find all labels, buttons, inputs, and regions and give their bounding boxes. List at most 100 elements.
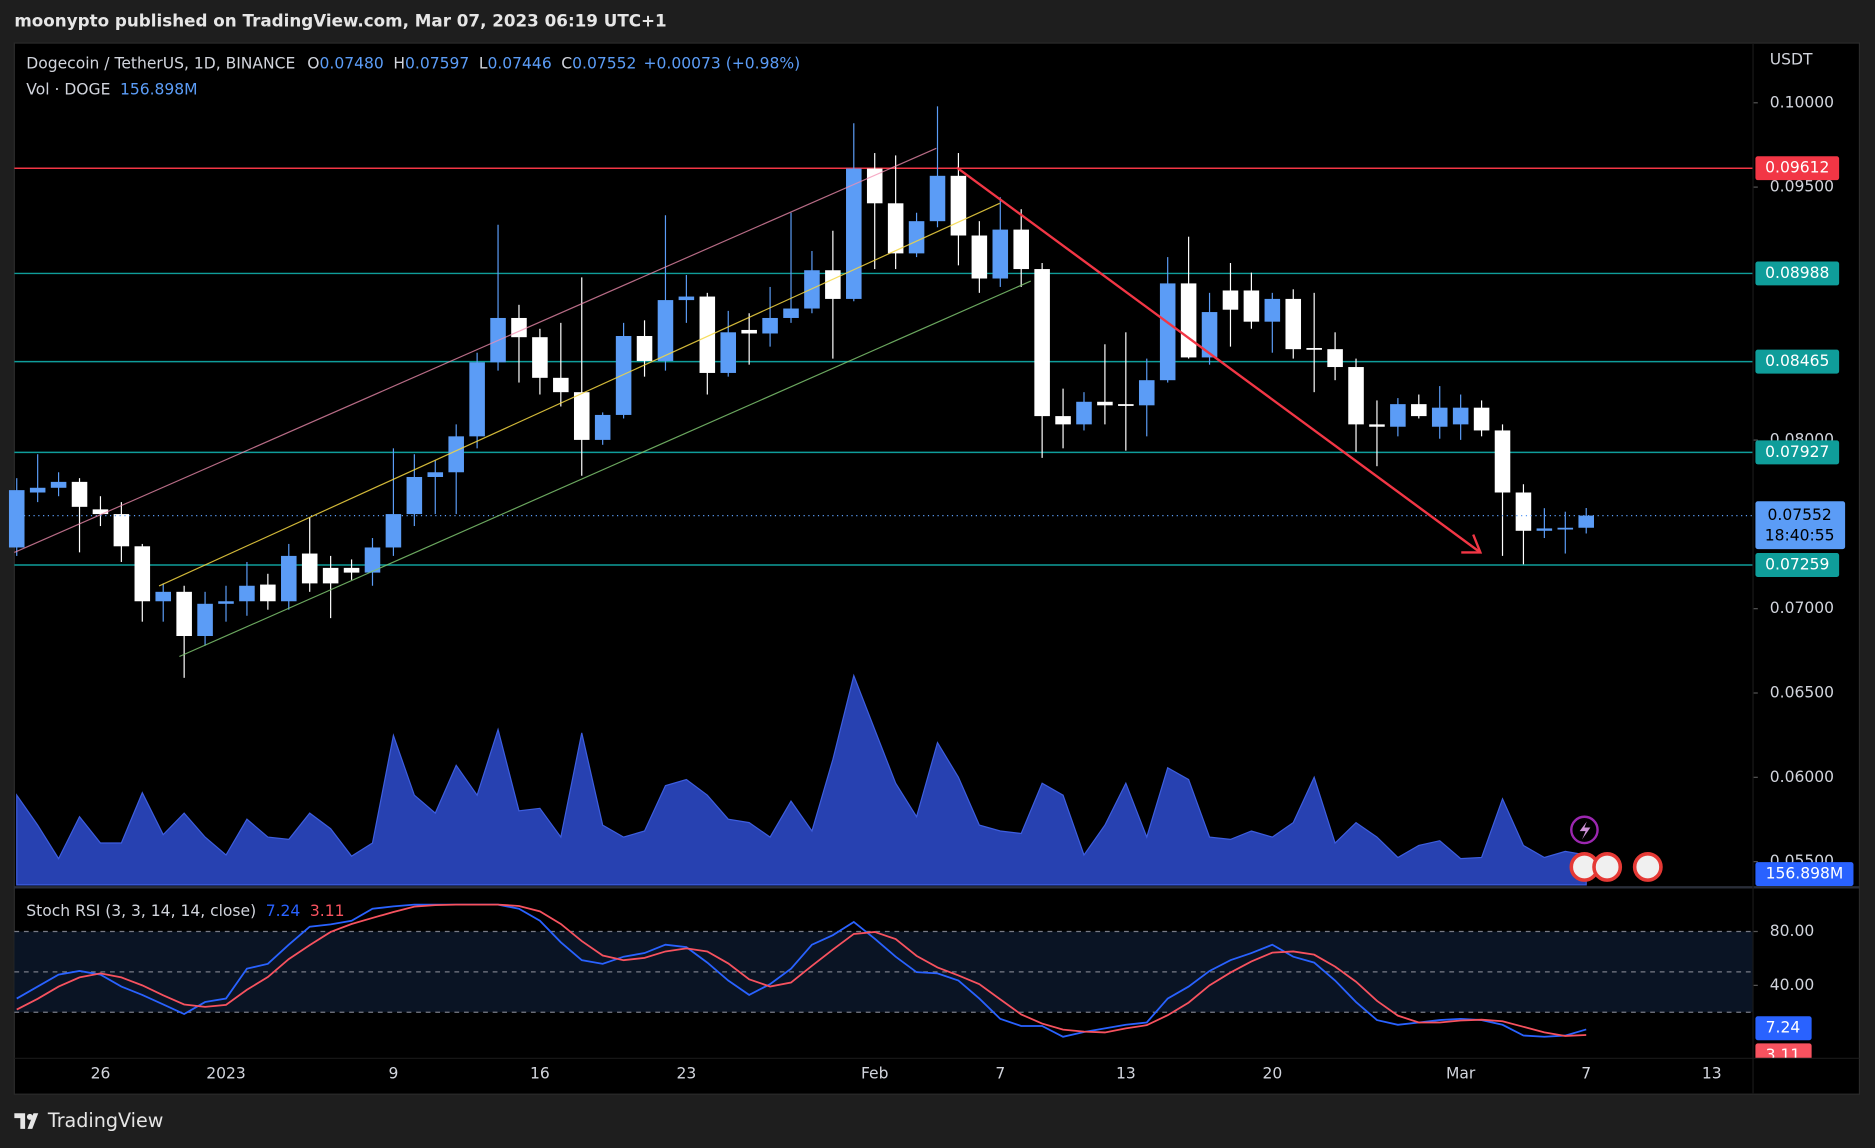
candle-body — [406, 476, 423, 515]
stoch-tick-label: 80.00 — [1770, 922, 1814, 940]
y-axis-title: USDT — [1770, 50, 1813, 68]
candle-body — [1536, 528, 1553, 531]
candle-body — [1578, 515, 1594, 528]
candle-body — [950, 175, 967, 236]
channel-middle — [158, 202, 1000, 587]
candle-body — [218, 601, 234, 604]
candle-body — [657, 300, 674, 361]
stoch-line — [16, 903, 1587, 1038]
publisher: moonypto published on TradingView.com, M… — [14, 11, 666, 31]
volume-box — [1755, 862, 1854, 887]
event-icon-glyph — [1579, 821, 1591, 840]
x-tick-label: 26 — [91, 1064, 111, 1082]
symbol-legend: Dogecoin / TetherUS, 1D, BINANCE O0.07480… — [26, 54, 800, 72]
candle-body — [699, 296, 716, 373]
flag-icon[interactable] — [1632, 852, 1663, 882]
volume-area — [16, 673, 1587, 886]
candle-body — [762, 317, 778, 334]
ohlc-value: 0.07552 — [572, 54, 636, 72]
candle-body — [992, 229, 1009, 279]
flag-icon[interactable] — [1592, 852, 1623, 882]
candle-body — [825, 270, 841, 299]
ohlc-key: H — [393, 54, 405, 72]
y-tick-label: 0.10000 — [1770, 93, 1834, 111]
stoch-value-box — [1755, 1043, 1812, 1059]
candle-body — [532, 337, 548, 378]
candle-body — [1348, 367, 1364, 425]
symbol: Dogecoin / TetherUS, 1D, BINANCE — [26, 54, 295, 72]
candle-body — [155, 591, 171, 602]
candle-body — [427, 472, 444, 477]
candle-body — [1264, 298, 1281, 322]
candle-body — [866, 168, 883, 204]
candle-body — [176, 591, 192, 637]
y-tick-label: 0.07000 — [1770, 599, 1834, 617]
stoch-pane: 40.00 80.00 7.24 3.11 — [14, 903, 1814, 1064]
stoch-tick-label: 40.00 — [1770, 976, 1814, 994]
x-tick-label: 2023 — [206, 1064, 246, 1082]
stoch-line — [16, 903, 1587, 1037]
candle-body — [1431, 407, 1448, 427]
x-tick-label: 23 — [677, 1064, 697, 1082]
ohlc-key: C — [561, 54, 572, 72]
level-label-box — [1755, 261, 1840, 286]
stoch-value-box — [1755, 1016, 1812, 1041]
candle-body — [50, 481, 67, 488]
axis-pane: 0.055000.060000.065000.070000.080000.095… — [1753, 93, 1854, 887]
current-price-box — [1755, 501, 1846, 550]
x-tick-label: 16 — [530, 1064, 550, 1082]
arrow-head — [1461, 534, 1483, 554]
candle-body — [1327, 349, 1343, 368]
candle-body — [615, 336, 632, 415]
candle-body — [1557, 527, 1574, 530]
candle-body — [385, 514, 402, 548]
candle-body — [260, 584, 276, 602]
x-tick-label: Mar — [1446, 1064, 1476, 1082]
candle-body — [1055, 416, 1071, 425]
candle-body — [364, 547, 381, 573]
candle-body — [908, 221, 925, 254]
candle-body — [1452, 407, 1469, 425]
stoch-k-value: 7.24 — [266, 902, 301, 920]
level-label: 0.08988 — [1765, 264, 1829, 282]
volume-label: Vol · DOGE — [26, 80, 110, 98]
candle-body — [783, 308, 799, 318]
candle-body — [720, 332, 737, 373]
x-tick-label: 7 — [1581, 1064, 1591, 1082]
candle-body — [448, 436, 464, 473]
candle-body — [1411, 404, 1427, 417]
level-label-box — [1755, 440, 1840, 465]
level-label: 0.07927 — [1765, 443, 1829, 461]
candle-body — [469, 362, 485, 437]
candle-body — [29, 487, 46, 493]
candle-body — [971, 235, 988, 279]
candle-body — [887, 203, 904, 254]
volume-value: 156.898M — [120, 80, 198, 98]
x-tick-label: 9 — [388, 1064, 398, 1082]
candle-body — [1076, 401, 1092, 425]
ohlc-value: 0.07480 — [320, 54, 384, 72]
candle-body — [636, 336, 653, 361]
candle-body — [1118, 404, 1134, 406]
countdown: 18:40:55 — [1765, 526, 1835, 544]
candle-body — [1494, 430, 1511, 493]
candle-body — [1285, 298, 1302, 350]
candle-body — [322, 567, 339, 584]
candle-body — [846, 168, 862, 299]
candle-body — [553, 377, 569, 393]
x-tick-label: Feb — [861, 1064, 889, 1082]
ohlc: O0.07480 H0.07597 L0.07446 C0.07552 — [307, 54, 636, 72]
candle-body — [1369, 424, 1385, 427]
candle-body — [92, 509, 109, 515]
volume-legend: Vol · DOGE 156.898M — [26, 80, 197, 98]
y-tick-label: 0.09500 — [1770, 178, 1834, 196]
y-tick-label: 0.06500 — [1770, 684, 1834, 702]
candle-body — [573, 392, 590, 440]
stoch-value-label: 3.11 — [1766, 1046, 1801, 1064]
level-label-box — [1755, 553, 1840, 577]
channel-lower — [179, 280, 1032, 658]
candle-body — [1201, 312, 1218, 358]
candle-body — [678, 296, 695, 301]
